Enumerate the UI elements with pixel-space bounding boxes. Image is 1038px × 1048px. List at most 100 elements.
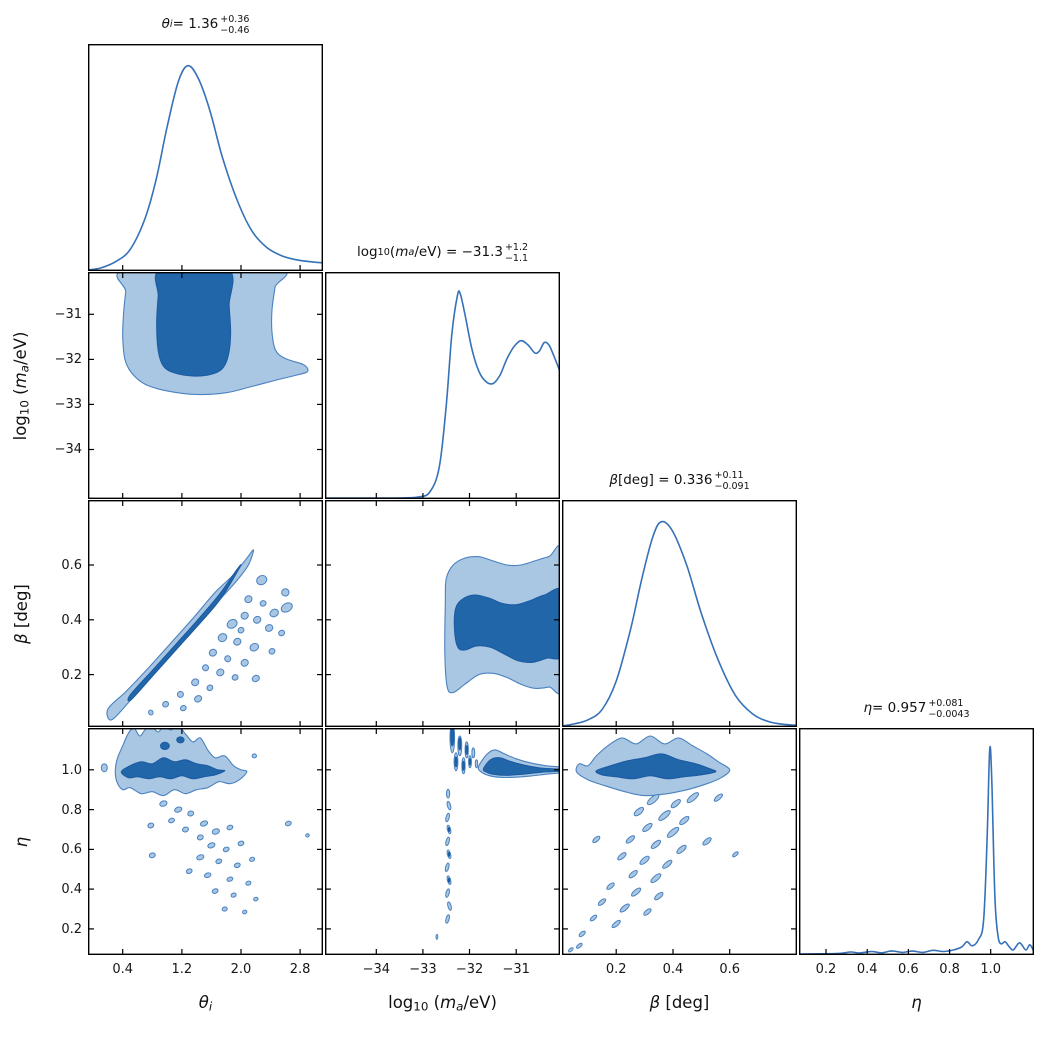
contour-blob [435,934,439,940]
plus-minus-errors: +1.2 −1.1 [505,242,528,265]
plot-area [435,728,560,940]
panel-title-beta: β [deg] = 0.336 +0.11 −0.091 [609,469,749,492]
contour-blob [447,851,451,857]
label-part: i [169,18,173,30]
panel-spines [799,728,1034,955]
label-part: ( [428,993,441,1012]
x-tick-label: 0.6 [719,962,741,977]
contour-blob [199,820,209,827]
contour-blob [278,629,286,637]
contour-blob [179,704,187,712]
error-value: −0.0043 [928,709,970,721]
contour-blob [447,877,451,883]
label-part: [deg] [660,993,710,1012]
x-tick-label: −32 [455,962,484,977]
contour-blob [191,678,200,687]
x-tick-label: 0.2 [605,962,627,977]
panel-spines [325,272,560,499]
x-tick-label: 0.6 [898,962,919,977]
y-tick-label: 0.4 [61,612,82,628]
panel-spines [88,272,323,499]
x-axis-label-logm: log10 (ma/eV) [388,993,497,1013]
y-axis-label-eta: η [12,836,31,846]
contour-blob [251,674,260,683]
plot-area [106,549,293,721]
label-part: 10 [377,246,390,258]
contour-blob [237,626,245,634]
contour-region [453,588,560,664]
y-tick-label: −32 [54,352,82,368]
label-part: β [11,632,31,644]
contour-blob [670,799,681,809]
contour-blob [216,668,225,677]
contour-blob [628,870,638,879]
plot-area [444,544,560,695]
contour-region [482,757,560,776]
contour-blob [445,812,451,823]
error-value: −0.091 [714,481,750,493]
contour-blob [676,844,687,854]
contour-blob [196,854,205,861]
contour-blob [253,896,259,902]
label-part: θ [198,993,209,1012]
contour-blob [187,810,195,817]
y-tick-label: −33 [54,397,82,413]
label-part: /eV) [463,993,497,1012]
y-tick-label: 1.0 [61,762,82,778]
contour-blob [662,859,673,869]
label-part: η [911,993,922,1012]
x-tick-label: 0.4 [662,962,684,977]
label-part: [deg] = 0.336 [617,471,713,488]
contour-blob [650,839,662,849]
x-tick-label: 1.0 [980,962,1002,977]
contour-blob [194,695,203,703]
contour-blob [244,595,253,604]
contour-blob [280,602,293,613]
contour-blob [567,947,574,953]
contour-region [127,564,242,702]
x-tick-label: 0.8 [939,962,960,977]
contour-blob [256,574,268,586]
contour-blob [444,862,450,873]
y-tick-label: 0.6 [61,842,82,858]
contour-blob [666,826,680,838]
plot-area [100,728,310,915]
density-panel-beta [562,500,797,727]
contour-blob [240,658,249,667]
panel-spines [325,728,560,955]
contour-panel-beta-eta [562,728,797,955]
contour-blob [650,873,662,884]
contour-blob [631,887,642,897]
plot-area [325,290,560,499]
x-tick-label: 2.8 [289,962,311,977]
x-tick-label: 0.4 [112,962,134,977]
label-part: = 1.36 [172,15,219,32]
contour-blob [242,909,248,915]
contour-blob [245,880,252,886]
x-axis-label-beta: β [deg] [650,993,710,1012]
contour-panel-logm-eta [325,728,560,955]
density-panel-eta [799,728,1034,955]
contour-blob [196,834,204,841]
y-tick-label: 0.8 [61,802,82,818]
y-tick-label: −34 [54,442,82,458]
density-panel-logm [325,272,560,499]
contour-blob [268,648,276,655]
label-part: ( [10,387,30,400]
contour-blob [215,858,223,865]
contour-blob [625,835,636,844]
contour-blob [281,588,290,597]
plot-area [562,520,797,727]
contour-blob [168,817,175,824]
x-axis-label-eta: η [911,993,922,1012]
density-curve [88,64,323,271]
contour-blob [249,642,260,652]
contour-blob [679,815,690,826]
contour-region [120,757,226,780]
contour-blob [233,637,242,646]
contour-panel-theta-beta [88,500,323,727]
contour-blob [446,788,451,799]
density-panel-theta [88,44,323,271]
